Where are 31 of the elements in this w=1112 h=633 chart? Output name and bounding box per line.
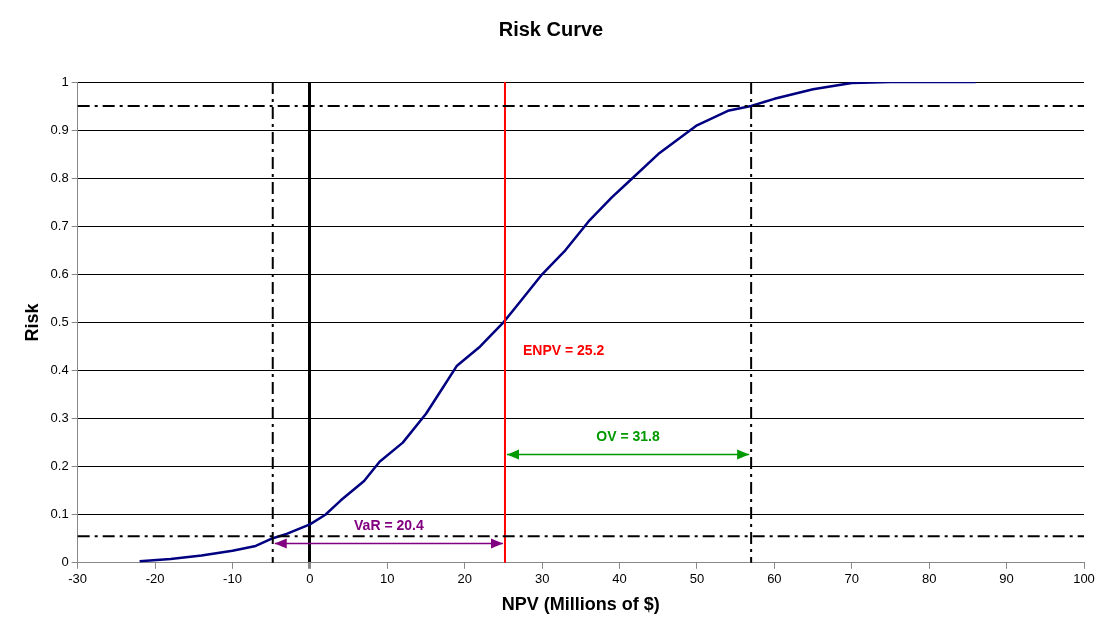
x-tick-label: 100 <box>1073 571 1095 587</box>
chart-title: Risk Curve <box>498 17 604 40</box>
y-tick-label: 0.7 <box>50 217 69 233</box>
x-tick-label: 80 <box>921 571 937 587</box>
x-axis-title: NPV (Millions of $) <box>501 594 660 615</box>
x-tick-label: 70 <box>844 571 859 587</box>
x-tick-label: 50 <box>689 571 705 587</box>
x-tick-label: 0 <box>306 571 314 587</box>
x-tick-label: 30 <box>534 571 550 587</box>
y-tick-label: 1 <box>61 73 69 89</box>
x-tick-label: -30 <box>68 571 88 587</box>
y-tick-label: 0.5 <box>50 313 69 329</box>
y-tick-label: 0.3 <box>50 410 69 426</box>
x-tick-label: 90 <box>999 571 1014 587</box>
y-axis-title: Risk <box>21 302 42 342</box>
y-tick-label: 0.2 <box>50 458 69 474</box>
x-tick-label: -20 <box>145 571 165 587</box>
y-tick-label: 0.4 <box>50 362 69 378</box>
y-tick-label: 0.9 <box>50 121 69 137</box>
x-tick-label: 60 <box>767 571 782 587</box>
x-tick-label: 20 <box>457 571 472 587</box>
y-tick-label: 0.1 <box>50 506 69 522</box>
annotation: OV = 31.8 <box>596 428 660 445</box>
ref-line-label: ENPV = 25.2 <box>522 342 605 359</box>
y-tick-label: 0.8 <box>50 169 69 185</box>
y-tick-label: 0.6 <box>50 265 69 281</box>
y-tick-label: 0 <box>61 554 69 570</box>
annotation: VaR = 20.4 <box>354 517 424 534</box>
x-tick-label: 10 <box>380 571 395 587</box>
x-tick-label: 40 <box>612 571 627 587</box>
x-tick-label: -10 <box>223 571 242 587</box>
